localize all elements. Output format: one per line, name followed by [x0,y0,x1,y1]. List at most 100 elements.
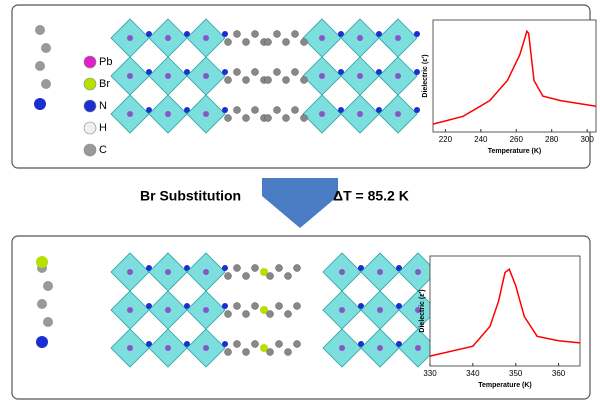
pb-atom [319,73,325,79]
n-atom [146,69,152,75]
pb-atom [127,307,133,313]
legend-swatch [83,143,97,157]
pb-atom [165,269,171,275]
n-atom [184,31,190,37]
n-atom [222,69,228,75]
c-atom [37,299,47,309]
pb-atom [319,35,325,41]
c-atom [35,61,45,71]
delta-t-label: ΔT = 85.2 K [333,188,409,204]
x-tick-label: 240 [474,135,488,144]
n-atom [338,69,344,75]
n-atom [414,107,420,113]
pb-atom [203,35,209,41]
pb-atom [339,307,345,313]
c-atom [266,348,274,356]
n-atom [376,107,382,113]
c-atom [282,76,290,84]
c-atom [242,76,250,84]
c-atom [284,272,292,280]
legend-swatch [83,77,97,91]
pb-atom [165,111,171,117]
c-atom [233,106,241,114]
c-atom [284,348,292,356]
n-atom [396,303,402,309]
pb-atom [395,73,401,79]
c-atom [224,114,232,122]
n-atom [414,31,420,37]
c-atom [43,317,53,327]
pb-atom [127,111,133,117]
c-atom [224,38,232,46]
legend-label: H [99,122,107,134]
n-atom [34,98,46,110]
n-atom [396,265,402,271]
data-line [429,267,581,357]
legend-swatch [83,121,97,135]
n-atom [222,107,228,113]
c-atom [251,68,259,76]
pb-atom [127,73,133,79]
n-atom [146,303,152,309]
n-atom [358,303,364,309]
br-atom [36,256,48,268]
c-atom [293,302,301,310]
c-atom [43,281,53,291]
n-atom [222,303,228,309]
c-atom [251,340,259,348]
crystal-structures [34,18,440,368]
c-atom [242,114,250,122]
x-tick-label: 350 [509,369,523,378]
x-tick-label: 300 [580,135,594,144]
n-atom [184,69,190,75]
c-atom [224,272,232,280]
arrow [262,178,338,228]
n-atom [146,341,152,347]
c-atom [251,302,259,310]
x-axis-label: Temperature (K) [488,148,542,155]
pb-atom [127,269,133,275]
n-atom [396,341,402,347]
n-atom [414,69,420,75]
x-tick-label: 330 [423,369,437,378]
x-tick-label: 260 [510,135,524,144]
legend-label: N [99,100,107,112]
pb-atom [203,345,209,351]
n-atom [184,265,190,271]
n-atom [358,341,364,347]
n-atom [338,107,344,113]
substitution-label: Br Substitution [140,188,241,204]
c-atom [35,25,45,35]
c-atom [300,76,308,84]
c-atom [273,106,281,114]
c-atom [273,68,281,76]
pb-atom [319,111,325,117]
pb-atom [377,345,383,351]
c-atom [264,114,272,122]
pb-atom [357,111,363,117]
n-atom [376,31,382,37]
br-atom [260,306,268,314]
c-atom [224,76,232,84]
c-atom [264,38,272,46]
pb-atom [339,269,345,275]
n-atom [36,336,48,348]
c-atom [242,38,250,46]
c-atom [224,310,232,318]
n-atom [376,69,382,75]
c-atom [41,43,51,53]
c-atom [275,302,283,310]
c-atom [291,106,299,114]
c-atom [264,76,272,84]
br-atom [260,344,268,352]
x-axis-label: Temperature (K) [478,382,532,389]
pb-atom [395,111,401,117]
c-atom [300,38,308,46]
c-atom [233,264,241,272]
pb-atom [357,73,363,79]
data-line [432,29,597,125]
c-atom [251,30,259,38]
c-atom [242,272,250,280]
pb-atom [165,35,171,41]
